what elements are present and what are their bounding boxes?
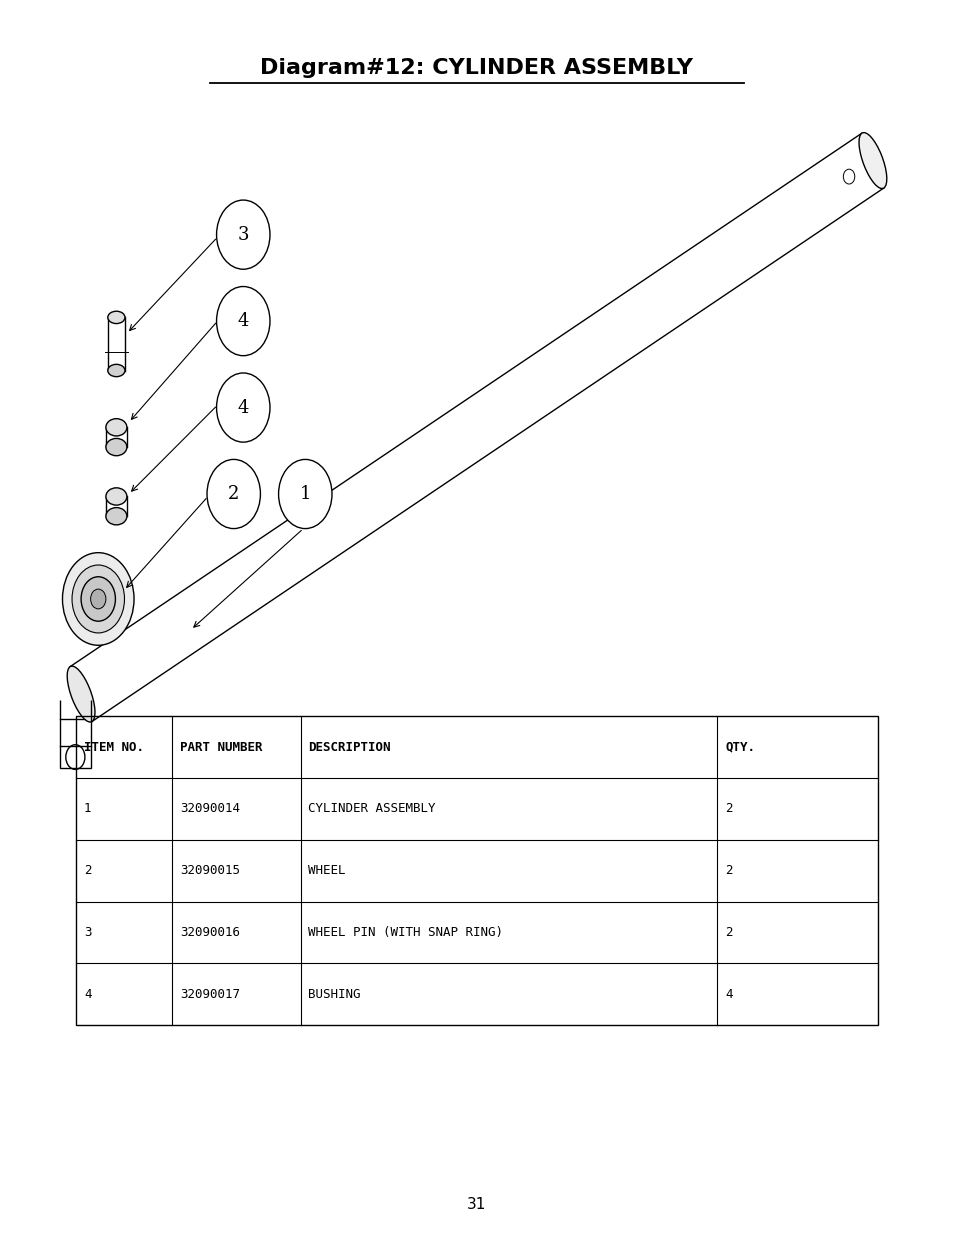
Text: 31: 31 (467, 1197, 486, 1212)
Text: DESCRIPTION: DESCRIPTION (308, 741, 391, 753)
Text: 1: 1 (299, 485, 311, 503)
Circle shape (216, 373, 270, 442)
Text: BUSHING: BUSHING (308, 988, 360, 1000)
Text: 3: 3 (84, 926, 91, 939)
Text: PART NUMBER: PART NUMBER (180, 741, 262, 753)
Ellipse shape (63, 553, 133, 645)
Ellipse shape (106, 438, 127, 456)
Ellipse shape (858, 132, 886, 189)
Text: 2: 2 (724, 926, 732, 939)
Text: 32090014: 32090014 (180, 803, 240, 815)
Text: 2: 2 (724, 864, 732, 877)
Text: 32090017: 32090017 (180, 988, 240, 1000)
Text: CYLINDER ASSEMBLY: CYLINDER ASSEMBLY (308, 803, 436, 815)
Text: 2: 2 (724, 803, 732, 815)
Circle shape (278, 459, 332, 529)
Text: 2: 2 (84, 864, 91, 877)
Ellipse shape (106, 419, 127, 436)
Circle shape (207, 459, 260, 529)
Ellipse shape (108, 311, 125, 324)
Circle shape (216, 200, 270, 269)
Circle shape (216, 287, 270, 356)
Text: QTY.: QTY. (724, 741, 754, 753)
Text: 4: 4 (724, 988, 732, 1000)
Circle shape (81, 577, 115, 621)
Text: 32090015: 32090015 (180, 864, 240, 877)
Text: 1: 1 (84, 803, 91, 815)
Ellipse shape (106, 488, 127, 505)
Ellipse shape (108, 364, 125, 377)
Ellipse shape (67, 666, 95, 722)
Text: 2: 2 (228, 485, 239, 503)
Ellipse shape (106, 508, 127, 525)
Text: Diagram#12: CYLINDER ASSEMBLY: Diagram#12: CYLINDER ASSEMBLY (260, 58, 693, 78)
Text: 3: 3 (237, 226, 249, 243)
Ellipse shape (71, 566, 124, 632)
Text: 4: 4 (237, 312, 249, 330)
Text: ITEM NO.: ITEM NO. (84, 741, 144, 753)
Text: 4: 4 (237, 399, 249, 416)
Text: 4: 4 (84, 988, 91, 1000)
Text: WHEEL: WHEEL (308, 864, 346, 877)
Circle shape (91, 589, 106, 609)
Text: WHEEL PIN (WITH SNAP RING): WHEEL PIN (WITH SNAP RING) (308, 926, 503, 939)
Text: 32090016: 32090016 (180, 926, 240, 939)
Bar (76, 716, 877, 1025)
